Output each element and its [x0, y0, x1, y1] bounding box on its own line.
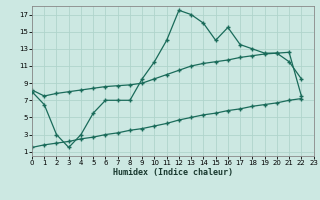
X-axis label: Humidex (Indice chaleur): Humidex (Indice chaleur)	[113, 168, 233, 177]
